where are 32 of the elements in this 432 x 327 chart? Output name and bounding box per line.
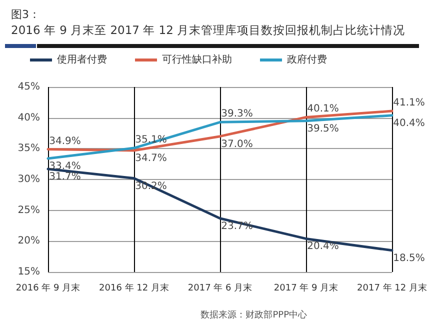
data-label: 37.0% xyxy=(221,138,253,150)
x-tick-label: 2017 年 12 月末 xyxy=(357,282,427,294)
chart-subtitle: 2016 年 9 月末至 2017 年 12 月末管理库项目数按回报机制占比统计情况 xyxy=(11,23,406,37)
y-tick-label: 45% xyxy=(18,82,40,92)
x-tick-label: 2017 年 6 月末 xyxy=(188,282,252,294)
y-tick-label: 40% xyxy=(18,112,40,124)
legend-label: 政府付费 xyxy=(287,54,327,66)
data-label: 34.9% xyxy=(49,136,81,147)
data-label: 41.1% xyxy=(393,98,425,109)
y-tick-label: 15% xyxy=(18,266,40,278)
data-label: 33.4% xyxy=(49,161,81,172)
source-note: 数据来源：财政部PPP中心 xyxy=(200,310,308,320)
y-tick-label: 20% xyxy=(18,236,40,247)
data-label: 23.7% xyxy=(221,220,253,232)
y-tick-label: 30% xyxy=(18,174,40,185)
chart-title: 图3： xyxy=(11,8,40,21)
data-label: 40.4% xyxy=(393,118,425,129)
data-label: 34.7% xyxy=(135,153,167,164)
y-tick-label: 25% xyxy=(18,204,40,216)
data-label: 31.7% xyxy=(49,172,81,183)
legend-label: 可行性缺口补助 xyxy=(162,54,232,66)
legend-label: 使用者付费 xyxy=(57,54,107,66)
x-tick-label: 2016 年 12 月末 xyxy=(99,282,169,294)
x-tick-label: 2016 年 9 月末 xyxy=(16,282,80,294)
data-label: 39.3% xyxy=(221,108,253,120)
line-series xyxy=(46,168,394,252)
data-label: 18.5% xyxy=(393,252,425,264)
data-label: 40.1% xyxy=(307,104,339,115)
x-tick-label: 2017 年 9 月末 xyxy=(274,282,338,294)
data-label: 39.5% xyxy=(307,123,339,134)
data-label: 20.4% xyxy=(307,241,339,252)
y-tick-label: 35% xyxy=(18,143,40,154)
